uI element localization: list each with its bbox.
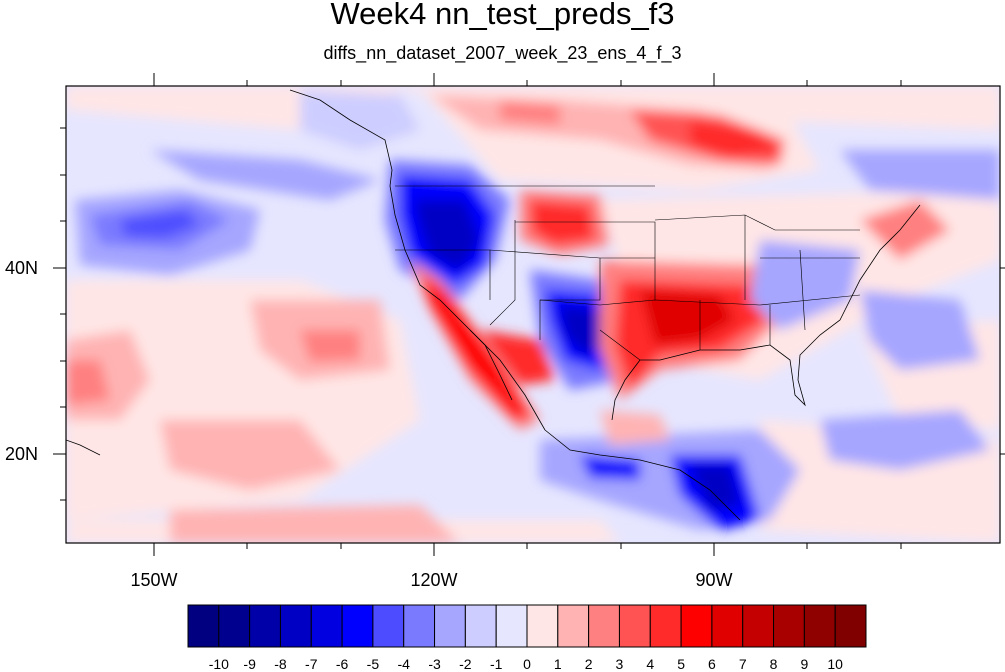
colorbar-label: 7 xyxy=(739,656,747,672)
colorbar-swatch xyxy=(649,604,682,648)
colorbar-swatch xyxy=(803,604,836,648)
colorbar-label: -10 xyxy=(209,656,229,672)
colorbar-swatch xyxy=(372,604,405,648)
lon-label-150w: 150W xyxy=(130,570,177,590)
colorbar-label: -8 xyxy=(274,656,287,672)
colorbar-label: -4 xyxy=(398,656,411,672)
axis-ticks xyxy=(53,73,1005,556)
coastlines xyxy=(66,89,921,521)
colorbar: -10 -9 -8 -7 -6 -5 -4 -3 -2 -1 0 1 2 3 4 5 6 7 8 9 10 xyxy=(187,604,867,672)
colorbar-label: 5 xyxy=(677,656,685,672)
colorbar-swatch xyxy=(341,604,374,648)
colorbar-swatch xyxy=(434,604,466,648)
map-subtitle: diffs_nn_dataset_2007_week_23_ens_4_f_3 xyxy=(323,43,682,63)
colorbar-swatch xyxy=(249,604,281,648)
colorbar-label: 2 xyxy=(585,656,593,672)
colorbar-label: 0 xyxy=(523,656,531,672)
colorbar-label: 6 xyxy=(708,656,716,672)
colorbar-label: -3 xyxy=(428,656,441,672)
colorbar-label: -1 xyxy=(490,656,503,672)
colorbar-label: 3 xyxy=(616,656,624,672)
state-borders xyxy=(395,185,861,361)
colorbar-label: -5 xyxy=(367,656,380,672)
colorbar-swatch xyxy=(464,604,497,648)
colorbar-label: 8 xyxy=(770,656,778,672)
colorbar-swatch xyxy=(310,604,343,648)
map-field xyxy=(66,86,1000,543)
lat-label-40n: 40N xyxy=(5,258,38,278)
colorbar-swatch xyxy=(495,604,528,648)
colorbar-label: 4 xyxy=(646,656,654,672)
colorbar-swatch xyxy=(526,604,559,648)
colorbar-swatch xyxy=(680,604,713,648)
colorbar-swatch xyxy=(557,604,590,648)
colorbar-label: 9 xyxy=(800,656,808,672)
colorbar-swatch xyxy=(618,604,651,648)
colorbar-swatch xyxy=(187,604,220,648)
colorbar-label: 10 xyxy=(827,656,843,672)
colorbar-swatch xyxy=(403,604,436,648)
colorbar-swatch xyxy=(279,604,312,648)
colorbar-label: -6 xyxy=(336,656,349,672)
lon-label-90w: 90W xyxy=(695,570,732,590)
colorbar-swatch xyxy=(742,604,775,648)
colorbar-swatch xyxy=(218,604,251,648)
colorbar-label: -9 xyxy=(243,656,256,672)
map-title: Week4 nn_test_preds_f3 xyxy=(330,0,675,31)
lon-label-120w: 120W xyxy=(410,570,457,590)
colorbar-swatch xyxy=(834,604,867,648)
colorbar-swatch xyxy=(588,604,620,648)
colorbar-label: 1 xyxy=(554,656,562,672)
lat-label-20n: 20N xyxy=(5,444,38,464)
colorbar-label: -2 xyxy=(459,656,472,672)
colorbar-swatch xyxy=(711,604,744,648)
colorbar-swatch xyxy=(773,604,805,648)
colorbar-label: -7 xyxy=(305,656,318,672)
